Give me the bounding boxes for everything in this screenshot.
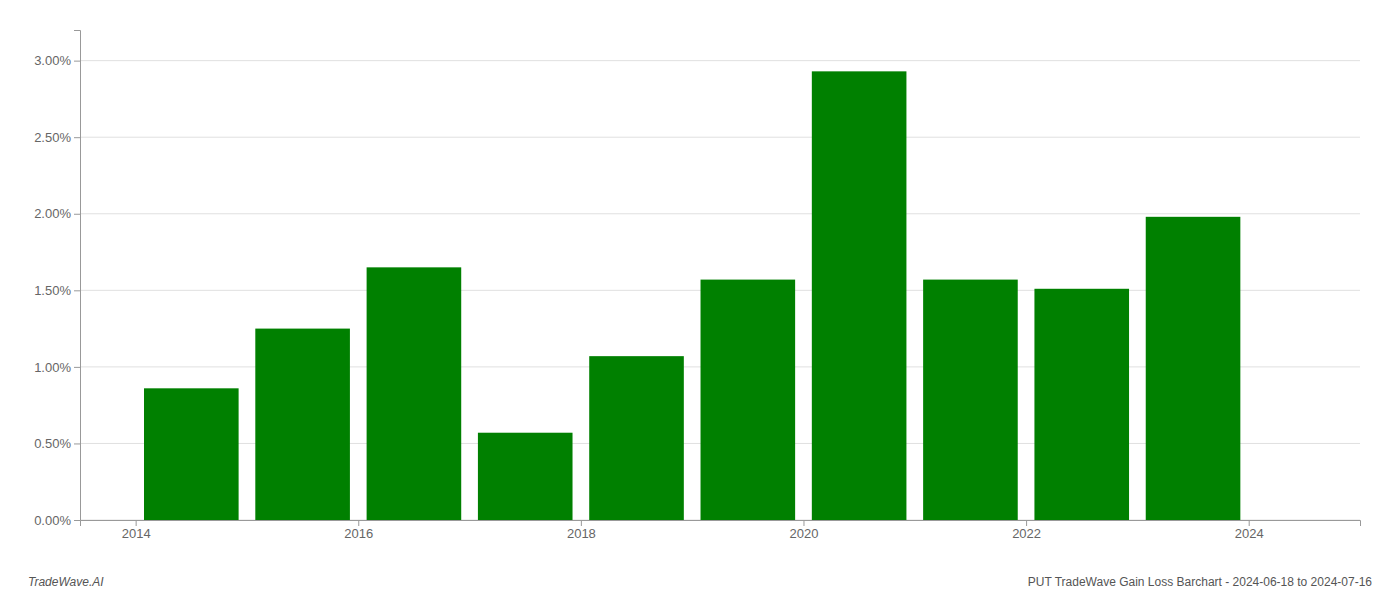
x-tick-mark xyxy=(581,520,582,526)
y-tick-mark xyxy=(74,61,80,62)
y-tick: 3.00% xyxy=(34,53,80,68)
x-tick-mark xyxy=(358,520,359,526)
x-tick-mark xyxy=(136,520,137,526)
y-axis: 0.00% 0.50% 1.00% 1.50% 2.00% 2.50% 3.00% xyxy=(34,31,80,528)
x-tick-label: 2020 xyxy=(790,526,819,541)
x-tick-label: 2016 xyxy=(344,526,373,541)
y-tick-label: 2.50% xyxy=(34,130,71,145)
x-tick-mark xyxy=(1026,520,1027,526)
y-tick-mark xyxy=(74,214,80,215)
x-tick-label: 2024 xyxy=(1235,526,1264,541)
y-tick-label: 0.50% xyxy=(34,436,71,451)
y-tick-label: 1.00% xyxy=(34,360,71,375)
x-tick-label: 2018 xyxy=(567,526,596,541)
x-tick: 2018 xyxy=(567,520,596,541)
x-tick: 2022 xyxy=(1012,520,1041,541)
y-tick: 2.00% xyxy=(34,206,80,221)
bar xyxy=(478,433,573,520)
y-tick-mark xyxy=(74,443,80,444)
x-tick: 2014 xyxy=(122,520,151,541)
x-tick: 2016 xyxy=(344,520,373,541)
x-tick: 2024 xyxy=(1235,520,1264,541)
y-tick-label: 0.00% xyxy=(34,513,71,528)
bar xyxy=(812,71,907,520)
bar xyxy=(923,280,1018,520)
y-tick: 1.00% xyxy=(34,360,80,375)
bar xyxy=(255,329,350,520)
bar xyxy=(1034,289,1129,520)
footer-left: TradeWave.AI xyxy=(28,575,104,589)
y-tick: 2.50% xyxy=(34,130,80,145)
bar xyxy=(144,388,239,520)
y-tick-label: 3.00% xyxy=(34,53,71,68)
y-tick-label: 1.50% xyxy=(34,283,71,298)
x-tick: 2020 xyxy=(790,520,819,541)
bars xyxy=(144,71,1240,520)
grid xyxy=(80,61,1360,520)
y-tick: 0.50% xyxy=(34,436,80,451)
x-tick-mark xyxy=(1249,520,1250,526)
chart: 0.00%0.50%1.00%1.50%2.00%2.50%3.00%20142… xyxy=(0,0,1400,600)
bar xyxy=(701,280,796,520)
footer-right: PUT TradeWave Gain Loss Barchart - 2024-… xyxy=(1028,575,1373,589)
x-axis: 2014 2016 2018 2020 2022 2024 xyxy=(81,520,1361,541)
grid-line xyxy=(80,60,1360,61)
y-axis-line xyxy=(74,31,81,521)
y-tick: 1.50% xyxy=(34,283,80,298)
y-tick-mark xyxy=(74,290,80,291)
y-tick-label: 2.00% xyxy=(34,206,71,221)
y-tick-mark xyxy=(74,520,80,521)
x-tick-mark xyxy=(803,520,804,526)
y-tick: 0.00% xyxy=(34,513,80,528)
x-tick-label: 2014 xyxy=(122,526,151,541)
grid-line xyxy=(80,137,1360,138)
bar xyxy=(367,267,462,520)
bar xyxy=(589,356,684,520)
y-tick-mark xyxy=(74,367,80,368)
x-axis-line xyxy=(81,521,1361,527)
y-tick-mark xyxy=(74,137,80,138)
x-tick-label: 2022 xyxy=(1012,526,1041,541)
grid-line xyxy=(80,213,1360,214)
bar xyxy=(1146,217,1241,520)
